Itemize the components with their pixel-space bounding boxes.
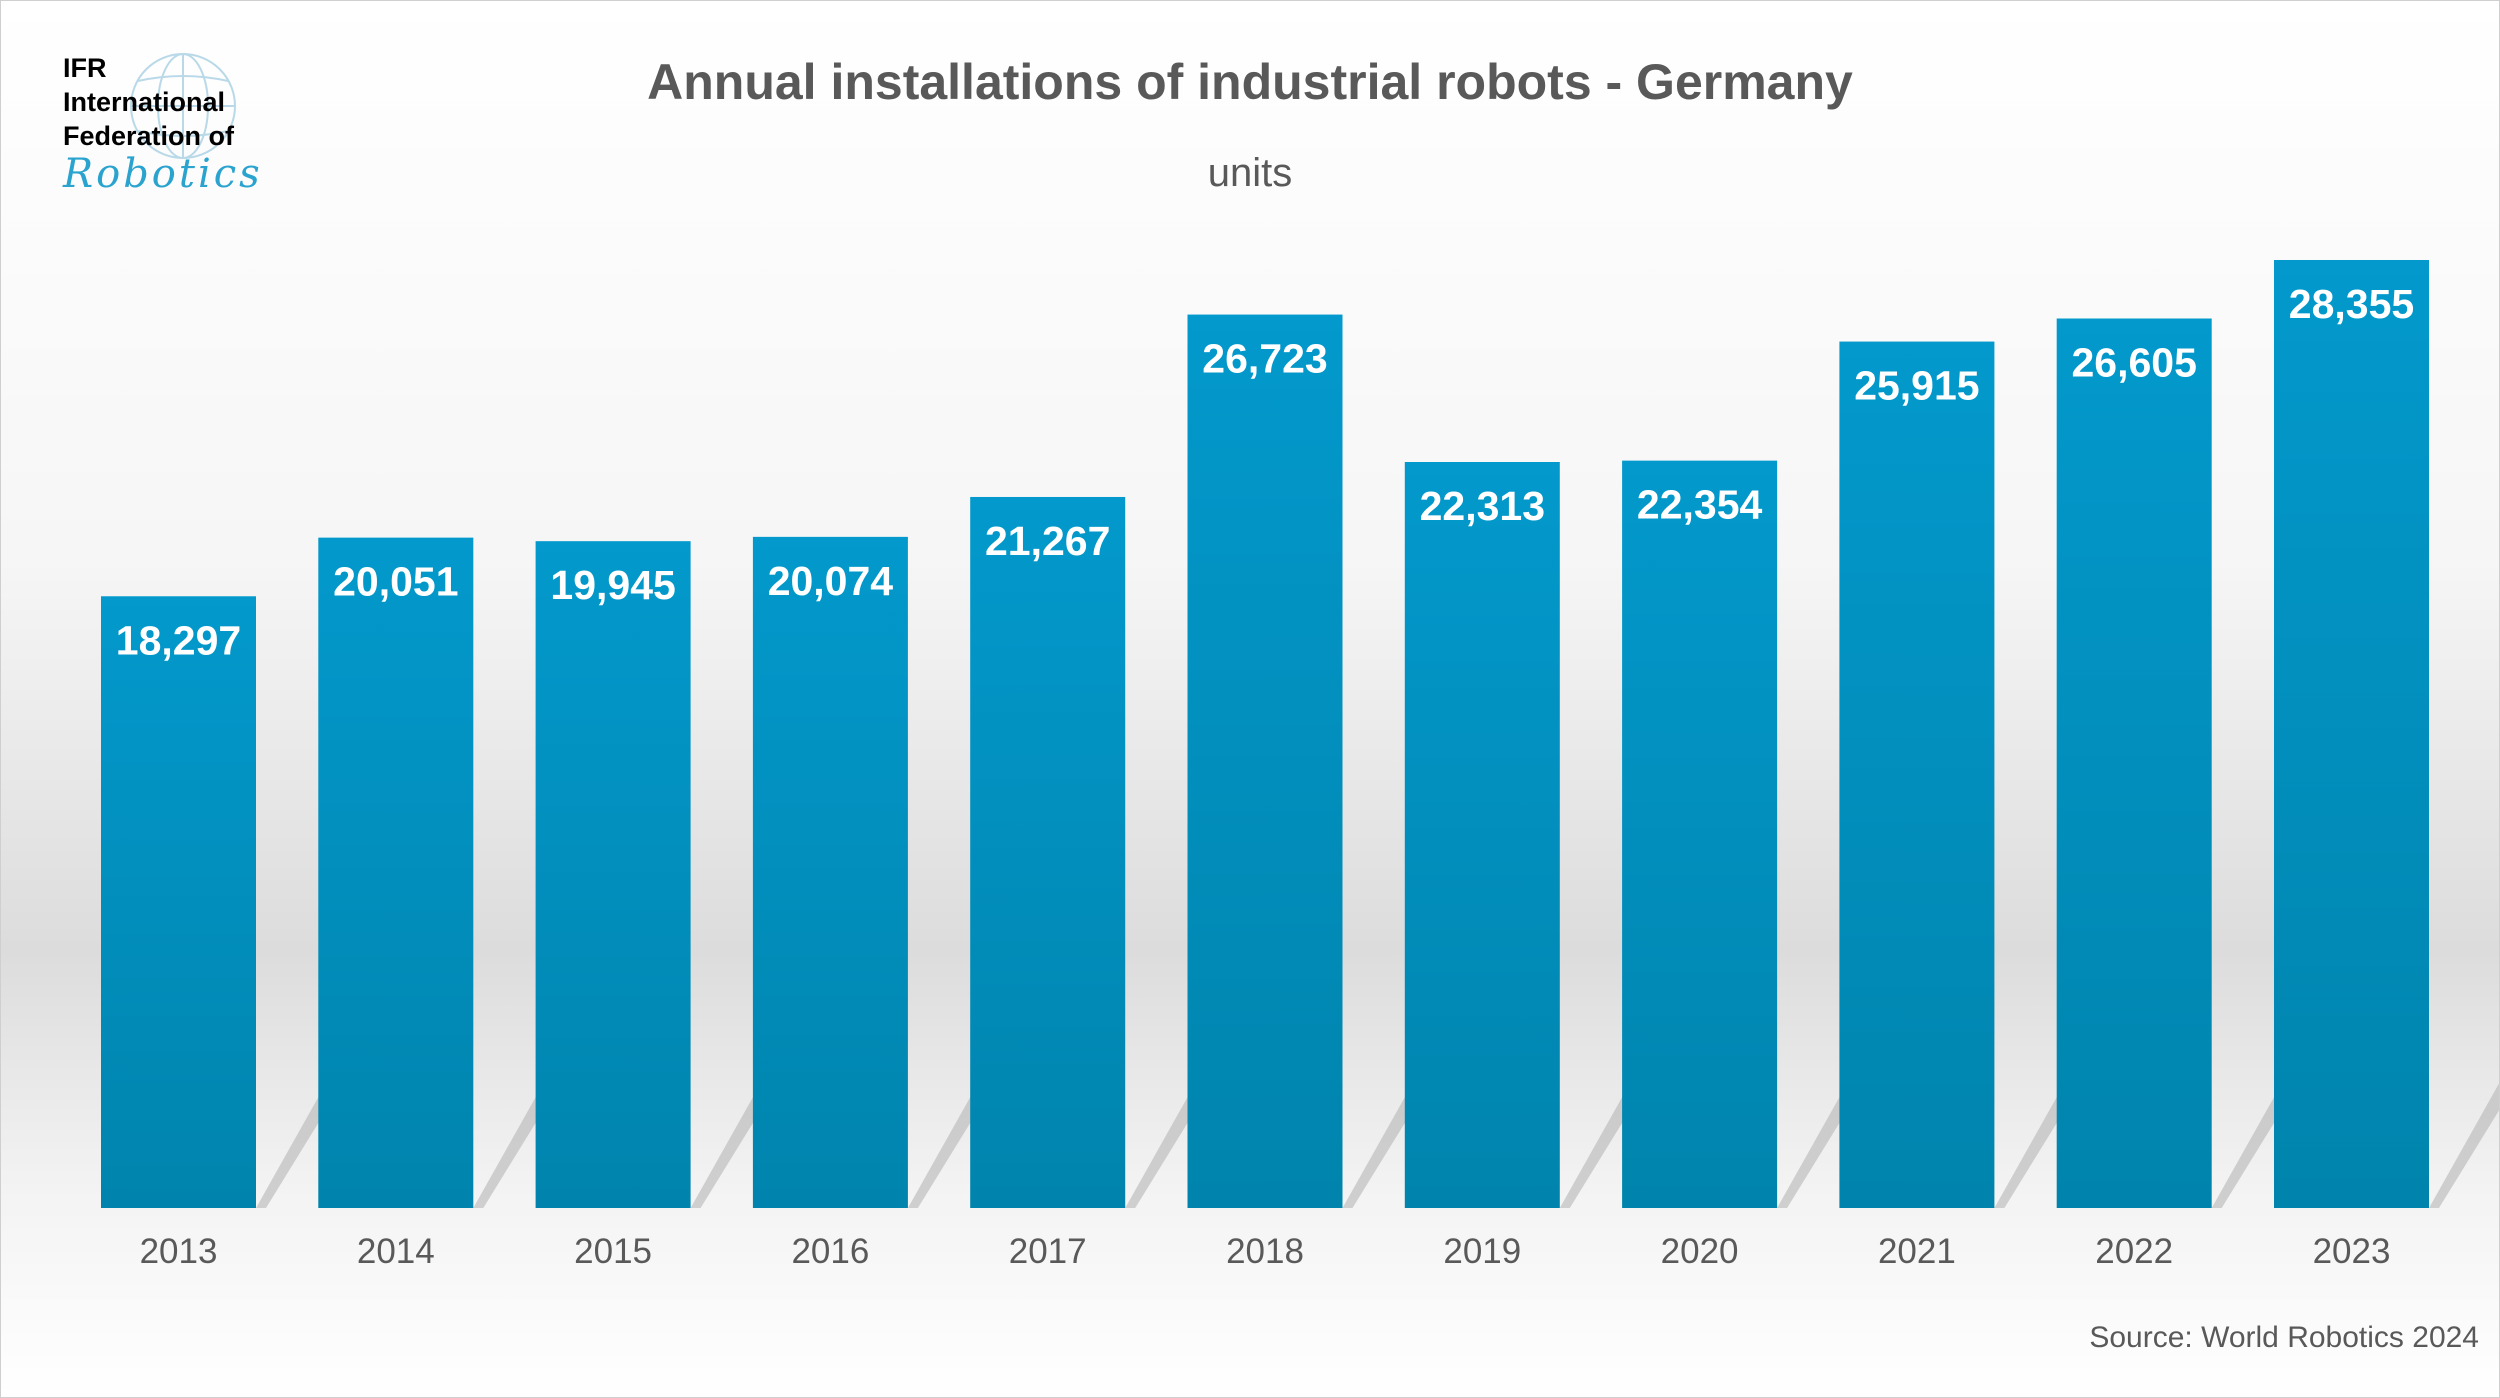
source-note: Source: World Robotics 2024	[2089, 1321, 2479, 1354]
bar-2016	[752, 536, 908, 1208]
data-label: 26,605	[2071, 340, 2196, 386]
logo-line-1: IFR	[63, 53, 107, 83]
data-label: 28,355	[2289, 281, 2414, 327]
ifr-logo: IFR International Federation of Robotics	[63, 51, 263, 197]
x-tick-label: 2021	[1878, 1232, 1956, 1271]
bar-2023	[2274, 259, 2429, 1209]
x-tick-label: 2016	[791, 1232, 869, 1271]
logo-line-2: International	[63, 87, 226, 117]
data-label: 22,354	[1637, 482, 1763, 528]
x-tick-label: 2020	[1661, 1232, 1739, 1271]
data-label: 19,945	[550, 562, 675, 608]
logo-script: Robotics	[63, 151, 263, 197]
data-label: 22,313	[1420, 483, 1545, 529]
bar-2013	[101, 596, 256, 1208]
x-tick-label: 2022	[2095, 1232, 2173, 1271]
chart-subtitle: units	[1207, 151, 1293, 195]
logo-line-3: Federation of	[63, 121, 235, 151]
data-label: 21,267	[985, 518, 1110, 564]
bar-2015	[535, 541, 691, 1208]
bar-2018	[1187, 314, 1343, 1208]
x-tick-label: 2013	[140, 1232, 218, 1271]
data-label: 26,723	[1202, 336, 1327, 382]
data-label: 25,915	[1854, 363, 1979, 409]
x-tick-label: 2017	[1009, 1232, 1087, 1271]
data-label: 18,297	[116, 617, 241, 663]
x-tick-label: 2018	[1226, 1232, 1304, 1271]
bar-shadow	[2429, 1083, 2499, 1208]
bar-shadow	[1994, 1048, 2085, 1208]
x-tick-label: 2014	[357, 1232, 435, 1271]
bar-2020	[1622, 460, 1778, 1209]
data-label: 20,051	[333, 559, 458, 605]
data-label: 20,074	[768, 558, 894, 604]
bar-2017	[970, 496, 1126, 1209]
bar-2021	[1839, 341, 1995, 1208]
x-tick-label: 2023	[2313, 1232, 2391, 1271]
bar-2019	[1404, 462, 1560, 1208]
globe-icon	[130, 53, 236, 159]
chart-title: Annual installations of industrial robot…	[647, 54, 1853, 110]
x-tick-label: 2019	[1443, 1232, 1521, 1271]
bar-2022	[2056, 318, 2212, 1208]
bar-2014	[318, 537, 474, 1208]
x-tick-label: 2015	[574, 1232, 652, 1271]
